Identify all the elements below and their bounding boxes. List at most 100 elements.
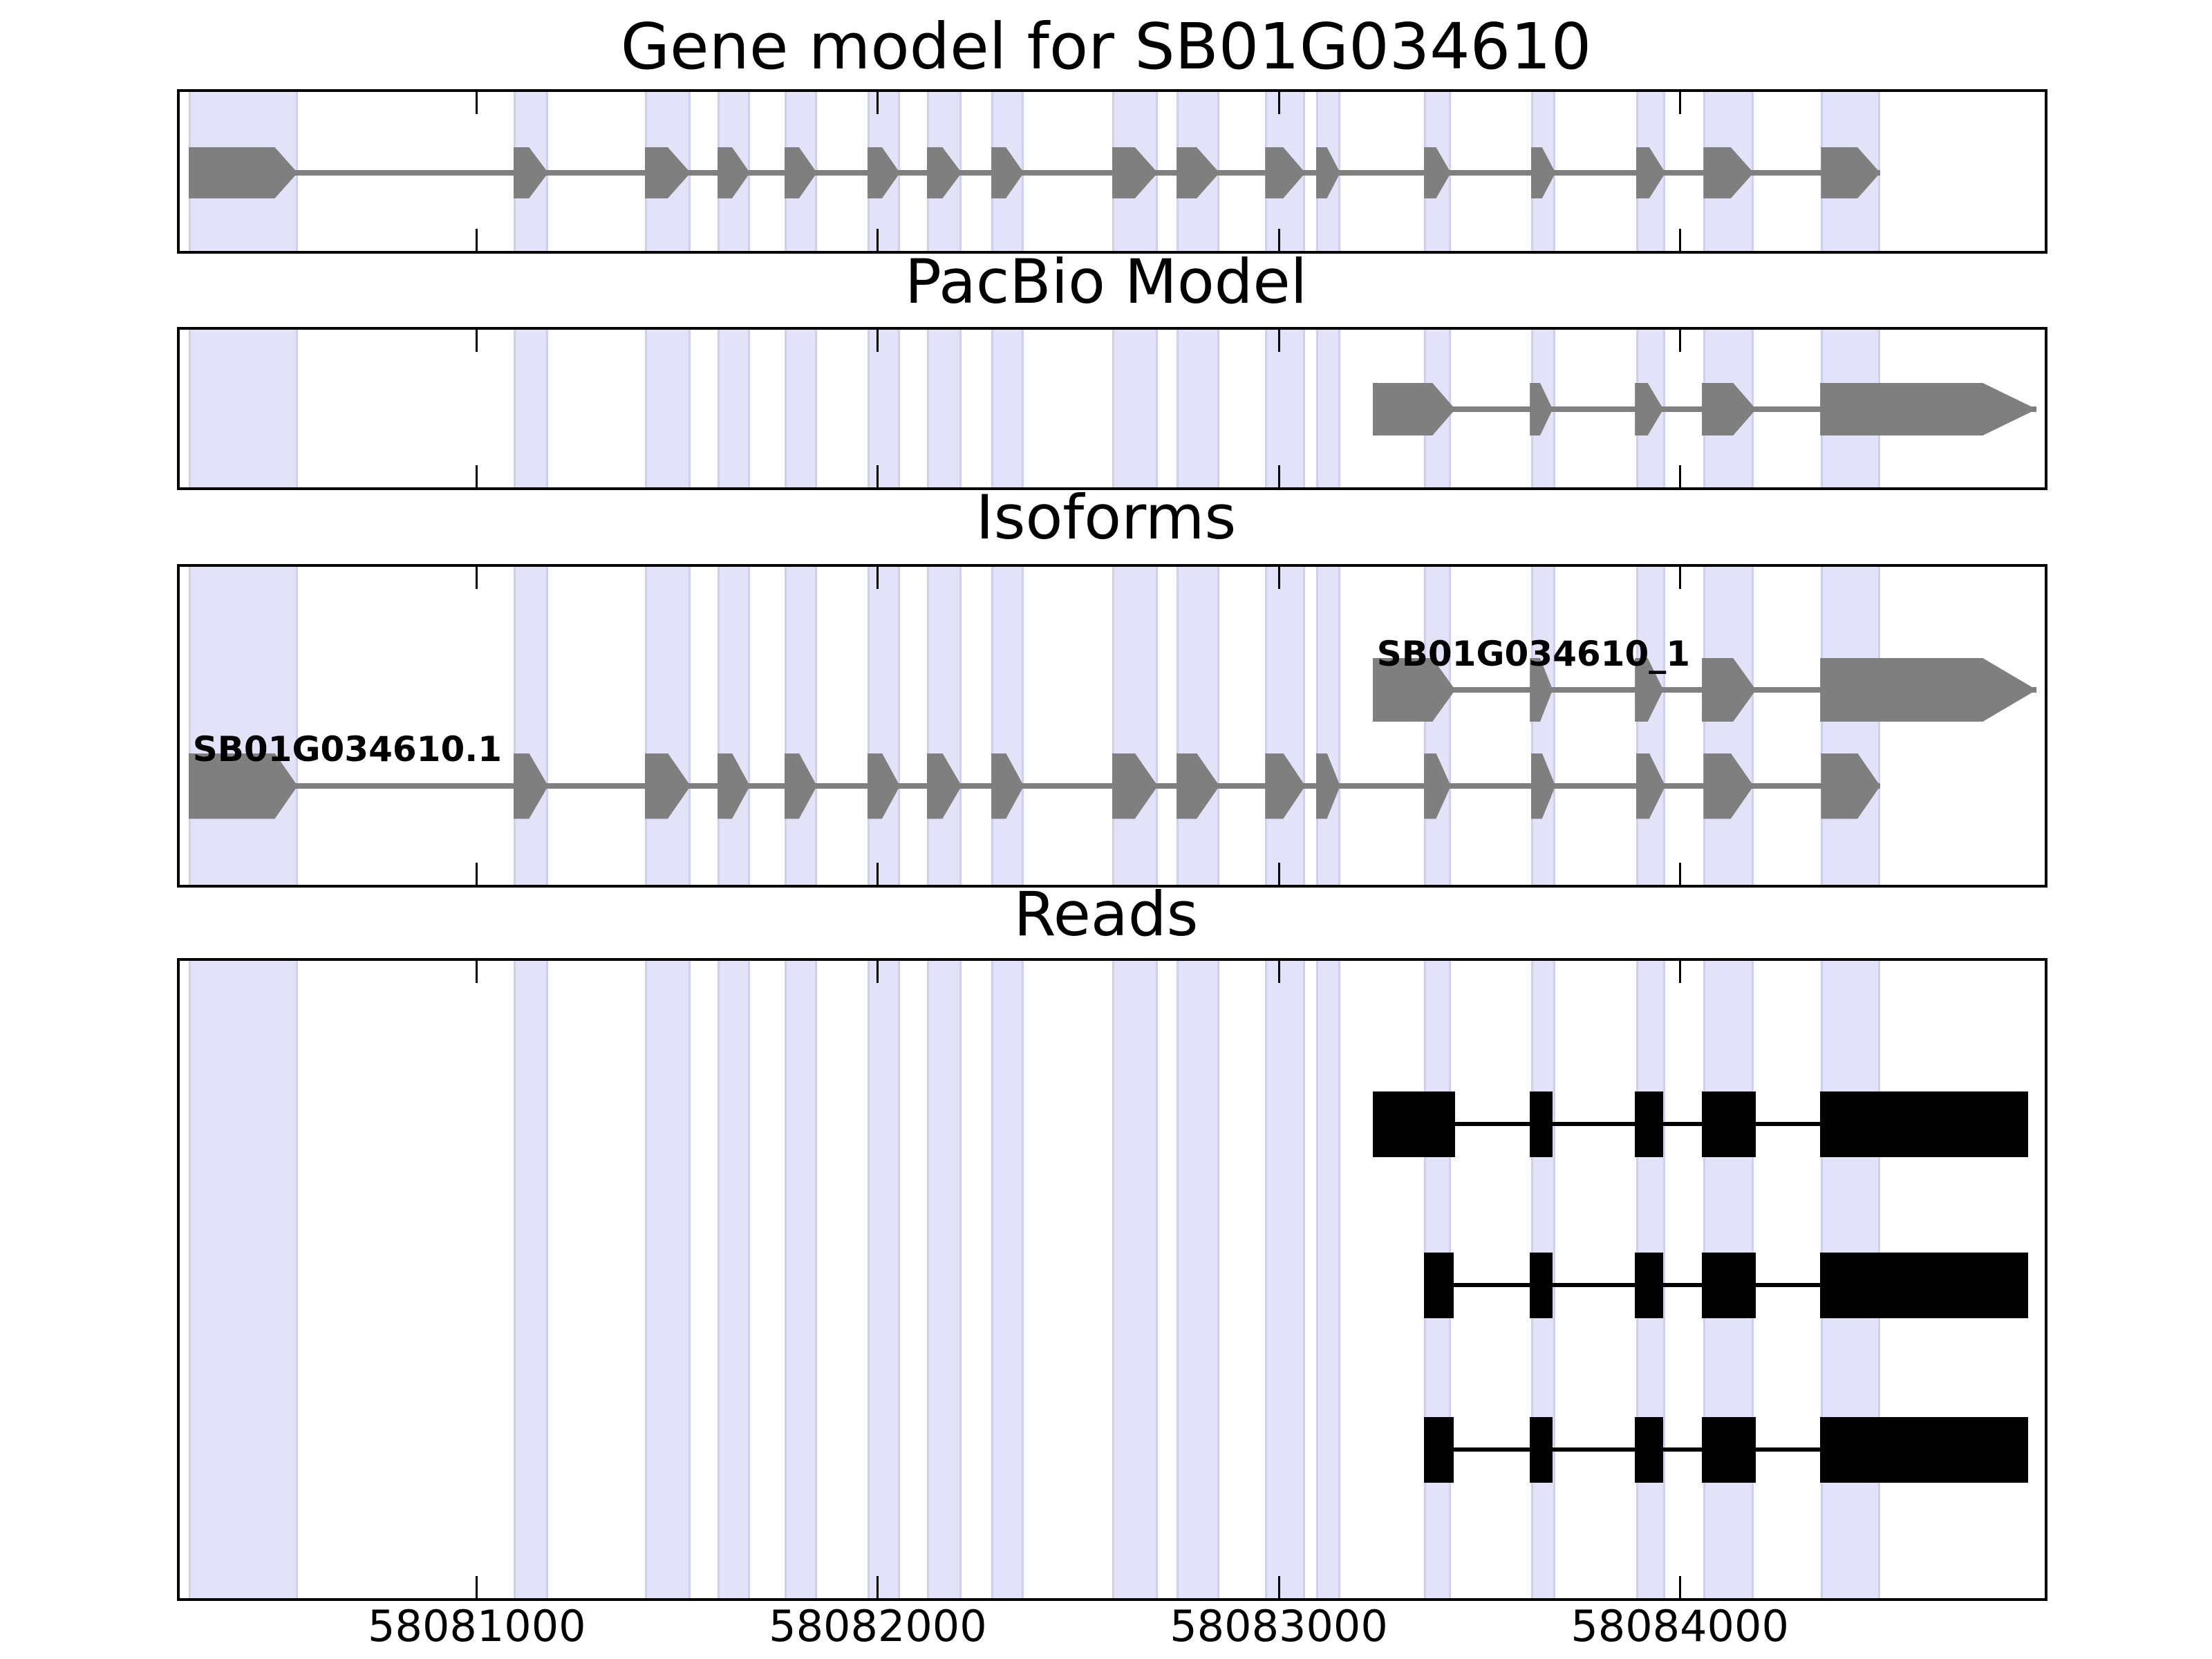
figure-title: Gene model for SB01G034610 bbox=[620, 10, 1592, 84]
read-block bbox=[1702, 1416, 1756, 1483]
axis-tick bbox=[476, 1576, 478, 1598]
axis-tick bbox=[476, 961, 478, 983]
highlight-stripe bbox=[1424, 567, 1451, 885]
highlight-stripe bbox=[991, 330, 1024, 487]
highlight-stripe bbox=[784, 961, 817, 1598]
highlight-stripe bbox=[513, 330, 549, 487]
highlight-stripe bbox=[1265, 567, 1306, 885]
highlight-stripe bbox=[867, 330, 900, 487]
axis-tick bbox=[877, 330, 879, 352]
panel-reads bbox=[177, 958, 2047, 1601]
axis-tick bbox=[476, 229, 478, 251]
highlight-stripe bbox=[188, 961, 298, 1598]
read-block bbox=[1635, 1091, 1664, 1157]
read-block bbox=[1530, 1091, 1553, 1157]
intron-line bbox=[188, 783, 1881, 789]
highlight-stripe bbox=[867, 961, 900, 1598]
highlight-stripe bbox=[717, 330, 750, 487]
axis-tick bbox=[1678, 330, 1681, 352]
exon-arrow bbox=[189, 753, 298, 819]
axis-tick bbox=[877, 229, 879, 251]
highlight-stripe bbox=[991, 961, 1024, 1598]
axis-tick bbox=[1678, 567, 1681, 589]
x-tick-label: 58084000 bbox=[1571, 1601, 1789, 1651]
intron-line bbox=[1372, 1122, 2028, 1126]
highlight-stripe bbox=[1112, 567, 1158, 885]
axis-tick bbox=[476, 863, 478, 885]
intron-line bbox=[188, 170, 1881, 176]
highlight-stripe bbox=[1315, 567, 1340, 885]
panel-title-pacbio: PacBio Model bbox=[904, 246, 1308, 317]
axis-tick bbox=[1678, 1576, 1681, 1598]
highlight-stripe bbox=[1177, 567, 1220, 885]
x-tick-label: 58083000 bbox=[1170, 1601, 1388, 1651]
highlight-stripe bbox=[513, 961, 549, 1598]
read-block bbox=[1635, 1252, 1664, 1318]
highlight-stripe bbox=[188, 567, 298, 885]
highlight-stripe bbox=[644, 961, 691, 1598]
axis-tick bbox=[877, 961, 879, 983]
axis-tick bbox=[877, 863, 879, 885]
axis-tick bbox=[1277, 961, 1280, 983]
highlight-stripe bbox=[926, 567, 962, 885]
x-tick-label: 58082000 bbox=[769, 1601, 987, 1651]
highlight-stripe bbox=[926, 330, 962, 487]
highlight-stripe bbox=[784, 567, 817, 885]
panel-gene-model bbox=[177, 89, 2047, 254]
axis-tick bbox=[1277, 567, 1280, 589]
isoform-label: SB01G034610.1 bbox=[192, 729, 503, 769]
axis-tick bbox=[476, 567, 478, 589]
axis-tick bbox=[1678, 465, 1681, 487]
axis-tick bbox=[1678, 863, 1681, 885]
highlight-stripe bbox=[1265, 330, 1306, 487]
read-block bbox=[1820, 1252, 2028, 1318]
highlight-stripe bbox=[926, 961, 962, 1598]
axis-tick bbox=[877, 92, 879, 114]
axis-tick bbox=[1277, 1576, 1280, 1598]
read-block bbox=[1820, 1416, 2028, 1483]
highlight-stripe bbox=[1821, 567, 1881, 885]
panel-title-reads: Reads bbox=[1013, 879, 1199, 950]
highlight-stripe bbox=[188, 330, 298, 487]
highlight-stripe bbox=[1530, 567, 1556, 885]
panel-isoforms: SB01G034610_1 SB01G034610.1 bbox=[177, 564, 2047, 888]
read-block bbox=[1635, 1416, 1664, 1483]
highlight-stripe bbox=[644, 567, 691, 885]
exon-arrow bbox=[1820, 383, 2036, 435]
axis-tick bbox=[877, 465, 879, 487]
exon-arrow bbox=[189, 147, 298, 198]
read-block bbox=[1702, 1091, 1756, 1157]
axis-tick bbox=[476, 92, 478, 114]
panel-title-isoforms: Isoforms bbox=[975, 482, 1237, 553]
read-block bbox=[1424, 1416, 1454, 1483]
axis-tick bbox=[1678, 229, 1681, 251]
axis-tick bbox=[1678, 92, 1681, 114]
axis-tick bbox=[877, 567, 879, 589]
read-block bbox=[1702, 1252, 1756, 1318]
highlight-stripe bbox=[1112, 330, 1158, 487]
highlight-stripe bbox=[1265, 961, 1306, 1598]
read-block bbox=[1530, 1252, 1553, 1318]
highlight-stripe bbox=[784, 330, 817, 487]
highlight-stripe bbox=[717, 961, 750, 1598]
highlight-stripe bbox=[644, 330, 691, 487]
highlight-stripe bbox=[717, 567, 750, 885]
highlight-stripe bbox=[1112, 961, 1158, 1598]
isoform-label: SB01G034610_1 bbox=[1376, 634, 1691, 674]
highlight-stripe bbox=[1177, 330, 1220, 487]
highlight-stripe bbox=[1635, 567, 1666, 885]
highlight-stripe bbox=[991, 567, 1024, 885]
highlight-stripe bbox=[1315, 330, 1340, 487]
exon-arrow bbox=[1820, 658, 2036, 722]
highlight-stripe bbox=[867, 567, 900, 885]
read-block bbox=[1820, 1091, 2028, 1157]
read-block bbox=[1530, 1416, 1553, 1483]
axis-tick bbox=[1277, 229, 1280, 251]
read-block bbox=[1372, 1091, 1456, 1157]
axis-tick bbox=[877, 1576, 879, 1598]
highlight-stripe bbox=[1315, 961, 1340, 1598]
highlight-stripe bbox=[1177, 961, 1220, 1598]
axis-tick bbox=[1277, 330, 1280, 352]
axis-tick bbox=[1277, 92, 1280, 114]
axis-tick bbox=[1277, 863, 1280, 885]
